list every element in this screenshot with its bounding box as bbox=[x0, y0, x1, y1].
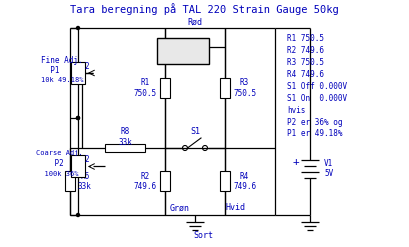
Bar bbox=[160, 171, 170, 191]
Text: +: + bbox=[292, 157, 299, 167]
Bar bbox=[220, 171, 230, 191]
Bar bbox=[157, 38, 209, 64]
Text: 10k 49.18%: 10k 49.18% bbox=[41, 77, 83, 83]
Text: R3 750.5: R3 750.5 bbox=[287, 58, 324, 66]
Bar bbox=[105, 144, 145, 152]
Text: ⊕ DC V ⊖: ⊕ DC V ⊖ bbox=[164, 52, 202, 61]
Text: Grøn: Grøn bbox=[170, 204, 190, 212]
Text: R4 749.6: R4 749.6 bbox=[287, 69, 324, 79]
Text: V1: V1 bbox=[324, 160, 333, 168]
Text: R2
749.6: R2 749.6 bbox=[134, 172, 157, 191]
Text: 2: 2 bbox=[85, 62, 89, 70]
Text: Rød: Rød bbox=[187, 18, 202, 26]
Text: S1 On  0.000V: S1 On 0.000V bbox=[287, 94, 347, 103]
Bar bbox=[71, 156, 85, 178]
Text: 2: 2 bbox=[85, 155, 89, 164]
Text: P1 er 49.18%: P1 er 49.18% bbox=[287, 129, 342, 139]
Text: R2 749.6: R2 749.6 bbox=[287, 45, 324, 55]
Text: P2: P2 bbox=[36, 159, 64, 168]
Text: Fine Adj.: Fine Adj. bbox=[41, 56, 83, 64]
Circle shape bbox=[76, 117, 79, 120]
Text: P1: P1 bbox=[41, 65, 59, 75]
Text: 0.000 V: 0.000 V bbox=[166, 42, 200, 52]
Text: 100k 36%: 100k 36% bbox=[36, 170, 79, 177]
Bar bbox=[65, 171, 75, 191]
Text: R1 750.5: R1 750.5 bbox=[287, 34, 324, 42]
Text: Coarse Adj.: Coarse Adj. bbox=[36, 150, 83, 157]
Bar bbox=[160, 78, 170, 98]
Text: R6
33k: R6 33k bbox=[78, 172, 92, 191]
Text: 5V: 5V bbox=[324, 169, 333, 179]
Text: R4
749.6: R4 749.6 bbox=[233, 172, 256, 191]
Circle shape bbox=[76, 213, 79, 217]
Text: Tara beregning på TAL 220 Strain Gauge 50kg: Tara beregning på TAL 220 Strain Gauge 5… bbox=[70, 3, 338, 15]
Bar bbox=[220, 78, 230, 98]
Text: R1
750.5: R1 750.5 bbox=[134, 78, 157, 98]
Text: S1: S1 bbox=[190, 127, 200, 137]
Text: hvis: hvis bbox=[287, 105, 306, 115]
Text: Hvid: Hvid bbox=[225, 204, 245, 212]
Text: P2 er 36% og: P2 er 36% og bbox=[287, 118, 342, 126]
Text: R3
750.5: R3 750.5 bbox=[233, 78, 256, 98]
Circle shape bbox=[76, 26, 79, 29]
Text: S1 Off 0.000V: S1 Off 0.000V bbox=[287, 82, 347, 90]
Text: R8
33k: R8 33k bbox=[118, 127, 132, 147]
Bar bbox=[71, 62, 85, 84]
Text: Sort: Sort bbox=[193, 230, 213, 240]
Circle shape bbox=[76, 117, 79, 120]
